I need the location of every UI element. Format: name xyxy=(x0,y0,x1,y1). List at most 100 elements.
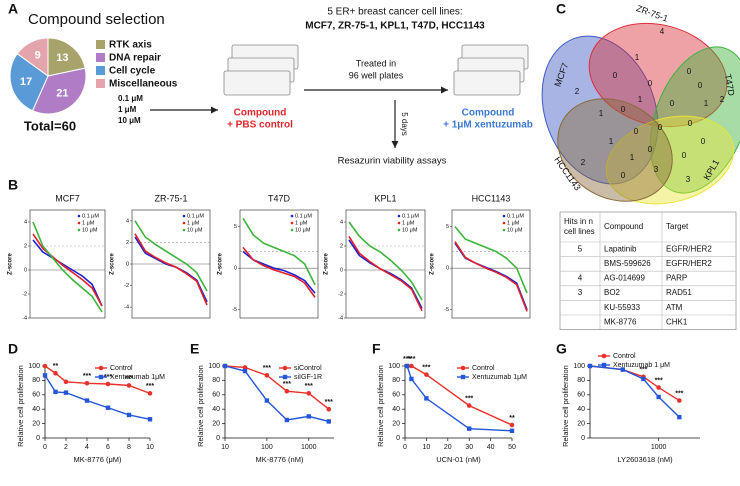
venn-count: 1 xyxy=(635,53,640,62)
legend-marker xyxy=(502,221,506,225)
legend-marker xyxy=(282,365,288,371)
y-tick-label: 20 xyxy=(392,420,400,427)
table-cell: 3 xyxy=(578,288,583,297)
legend-marker xyxy=(601,353,607,359)
legend-label: 0.1 μM xyxy=(82,213,99,219)
legend-marker xyxy=(397,228,401,232)
significance: *** xyxy=(639,367,647,374)
y-axis-label: Z-score xyxy=(324,253,330,275)
data-point xyxy=(126,412,132,418)
legend-label: 1 μM xyxy=(187,220,200,226)
y-axis-label: Relative cell proliferation xyxy=(16,365,25,447)
plot-frame xyxy=(345,209,426,319)
data-point xyxy=(264,398,270,403)
panel-label: B xyxy=(8,177,18,193)
y-tick-label: 100 xyxy=(28,363,40,370)
venn-count: 0 xyxy=(670,99,675,108)
x-tick-label: 50 xyxy=(508,444,516,451)
legend-marker xyxy=(502,228,506,232)
table-cell: CHK1 xyxy=(666,317,688,326)
venn-set-label: T47D xyxy=(723,73,737,97)
significance: *** xyxy=(83,373,91,380)
x-tick-label: 2 xyxy=(64,444,68,451)
table-cell: MK-8776 xyxy=(604,317,637,326)
y-tick-label: 0 xyxy=(36,435,40,442)
plot-title: MCF7 xyxy=(55,193,80,203)
dose: 10 μM xyxy=(118,116,141,125)
data-point xyxy=(656,394,661,400)
legend-marker xyxy=(282,374,288,380)
legend-marker xyxy=(290,214,294,218)
legend-marker xyxy=(182,214,186,218)
data-point xyxy=(620,367,625,372)
x-tick-label: 40 xyxy=(487,444,495,451)
x-tick-label: 6 xyxy=(106,444,110,451)
legend-label: Xentuzumab 1μM xyxy=(472,374,527,381)
significance: *** xyxy=(125,375,133,382)
data-point xyxy=(242,365,248,370)
y-axis-label: Relative cell proliferation xyxy=(561,365,570,447)
y-tick-label: 40 xyxy=(212,406,220,413)
legend-label: Xentuzumab 1 μM xyxy=(613,362,670,369)
x-tick-label: 1000 xyxy=(651,444,667,451)
y-tick-label: 0 xyxy=(581,435,585,442)
legend-label: Control xyxy=(472,365,495,372)
legend-swatch xyxy=(96,40,105,49)
venn-count: 3 xyxy=(686,175,691,184)
legend-label: Control xyxy=(613,353,636,360)
table-cell: BO2 xyxy=(604,288,621,297)
series-line xyxy=(224,365,329,423)
panel-label: E xyxy=(190,341,199,357)
significance: *** xyxy=(325,399,333,406)
y-tick-label: 80 xyxy=(32,377,40,384)
data-point xyxy=(147,417,153,422)
data-point xyxy=(677,414,682,420)
table-cell: KU-55933 xyxy=(604,303,641,312)
legend-marker xyxy=(460,365,466,371)
table-cell: EGFR/HER2 xyxy=(666,259,712,268)
slice-label: 21 xyxy=(56,88,68,100)
y-tick-label: 5 xyxy=(446,224,449,230)
legend-marker xyxy=(397,214,401,218)
slice-label: 13 xyxy=(56,52,68,64)
data-point xyxy=(409,363,414,369)
legend-label: Xentuzumab 1μM xyxy=(110,374,165,381)
data-point xyxy=(126,383,132,388)
x-tick-label: 0 xyxy=(43,444,47,451)
venn-set xyxy=(605,115,735,205)
y-tick-label: 100 xyxy=(208,363,220,370)
legend-label: 0.1 μM xyxy=(507,213,524,219)
legend-label: siIGF-1R xyxy=(294,374,322,381)
y-tick-label: -2 xyxy=(22,291,27,297)
data-point xyxy=(264,373,270,378)
significance: *** xyxy=(104,374,112,381)
data-point xyxy=(409,376,414,382)
data-point xyxy=(326,406,332,412)
significance: *** xyxy=(146,383,154,390)
y-tick-label: 0 xyxy=(340,267,343,273)
readout: Resazurin viability assays xyxy=(338,156,447,167)
venn-count: 2 xyxy=(575,87,580,96)
significance: *** xyxy=(465,395,473,402)
data-point xyxy=(587,363,593,369)
venn-count: 1 xyxy=(599,109,604,118)
series-line xyxy=(32,233,103,307)
series-line xyxy=(134,233,208,306)
treatment-arm: Compound xyxy=(462,108,515,119)
pie-title: Compound selection xyxy=(28,11,165,28)
y-tick-label: -4 xyxy=(22,315,27,321)
legend-label: 0.1 μM xyxy=(402,213,419,219)
data-point xyxy=(466,403,472,408)
legend-label: 10 μM xyxy=(82,227,98,233)
legend-marker xyxy=(77,214,81,218)
y-tick-label: 4 xyxy=(340,219,343,225)
x-tick-label: 10 xyxy=(221,444,229,451)
control-arm: + PBS control xyxy=(227,120,293,131)
legend-label: Control xyxy=(110,365,133,372)
dose: 1 μM xyxy=(118,105,137,114)
data-point xyxy=(509,428,515,433)
panel-label: C xyxy=(556,1,566,17)
table-header: Hits in n xyxy=(564,217,593,226)
series-line xyxy=(454,241,528,312)
